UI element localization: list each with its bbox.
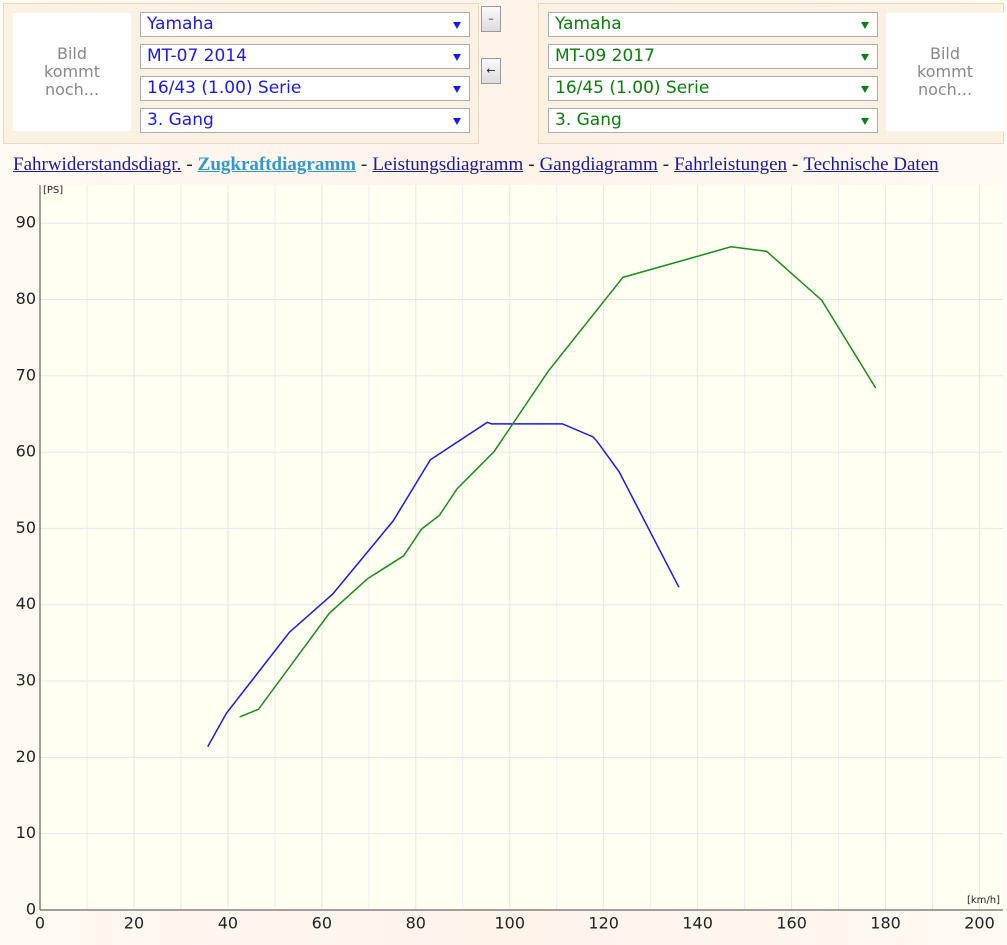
nav-link[interactable]: Leistungsdiagramm bbox=[372, 154, 524, 175]
x-tick-label: 160 bbox=[776, 914, 807, 933]
dropdown[interactable]: MT-07 2014 bbox=[140, 44, 470, 69]
y-tick-label: 10 bbox=[16, 823, 36, 842]
separator: - bbox=[360, 154, 368, 175]
chart: 0 20 40 60 80 100 120 140 160 180 200 0 10 20 30 40 50 60… bbox=[16, 185, 1003, 933]
dropdown[interactable]: 3. Gang bbox=[140, 108, 470, 133]
image-placeholder: Bild kommt noch... bbox=[886, 13, 1004, 131]
y-tick-label: 90 bbox=[16, 213, 36, 232]
y-tick-label: 30 bbox=[16, 671, 36, 690]
y-tick-label: 20 bbox=[16, 747, 36, 766]
button[interactable]: – bbox=[481, 6, 501, 32]
dropdown[interactable]: 3. Gang bbox=[548, 108, 878, 133]
button[interactable]: ← bbox=[481, 58, 501, 84]
dropdown[interactable]: Yamaha bbox=[140, 12, 470, 37]
nav-link[interactable]: Gangdiagramm bbox=[539, 154, 658, 175]
nav-link[interactable]: Fahrleistungen bbox=[674, 154, 788, 175]
data-line bbox=[207, 421, 680, 748]
x-tick-label: 0 bbox=[35, 914, 45, 933]
x-tick-label: 180 bbox=[870, 914, 901, 933]
separator: - bbox=[662, 154, 670, 175]
image-placeholder: Bild kommt noch... bbox=[13, 13, 131, 131]
y-tick-label: 80 bbox=[16, 289, 36, 308]
y-tick-label: 50 bbox=[16, 518, 36, 537]
y-tick-label: 70 bbox=[16, 365, 36, 384]
dropdown[interactable]: Yamaha bbox=[548, 12, 878, 37]
x-tick-label: 60 bbox=[312, 914, 332, 933]
y-axis-label: [PS] bbox=[43, 185, 63, 196]
nav-bar: Fahrwiderstandsdiagr. - Zugkraftdiagramm - L… bbox=[13, 154, 939, 176]
selection-panel: Bild kommt noch... Yamaha MT-07 2014 16/43 … bbox=[3, 3, 479, 144]
selection-panel: Bild kommt noch... Yamaha MT-09 2017 16/45 … bbox=[538, 3, 1004, 144]
dropdown[interactable]: MT-09 2017 bbox=[548, 44, 878, 69]
separator: - bbox=[186, 154, 193, 175]
data-line bbox=[239, 246, 877, 718]
x-tick-label: 120 bbox=[588, 914, 619, 933]
y-tick-label: 60 bbox=[16, 442, 36, 461]
nav-link[interactable]: Technische Daten bbox=[803, 154, 939, 175]
x-tick-label: 100 bbox=[494, 914, 525, 933]
x-tick-label: 80 bbox=[406, 914, 426, 933]
nav-link[interactable]: Zugkraftdiagramm bbox=[197, 154, 356, 175]
plot-area bbox=[40, 185, 1003, 910]
x-tick-label: 140 bbox=[682, 914, 713, 933]
y-tick-label: 40 bbox=[16, 594, 36, 613]
separator: - bbox=[792, 154, 799, 175]
dropdown[interactable]: 16/43 (1.00) Serie bbox=[140, 76, 470, 101]
x-tick-label: 20 bbox=[124, 914, 144, 933]
y-tick-label: 0 bbox=[26, 900, 36, 919]
x-tick-label: 40 bbox=[218, 914, 238, 933]
x-axis-label: [km/h] bbox=[967, 895, 1000, 906]
nav-link[interactable]: Fahrwiderstandsdiagr. bbox=[13, 154, 182, 175]
dropdown[interactable]: 16/45 (1.00) Serie bbox=[548, 76, 878, 101]
x-tick-label: 200 bbox=[964, 914, 995, 933]
separator: - bbox=[528, 154, 535, 175]
